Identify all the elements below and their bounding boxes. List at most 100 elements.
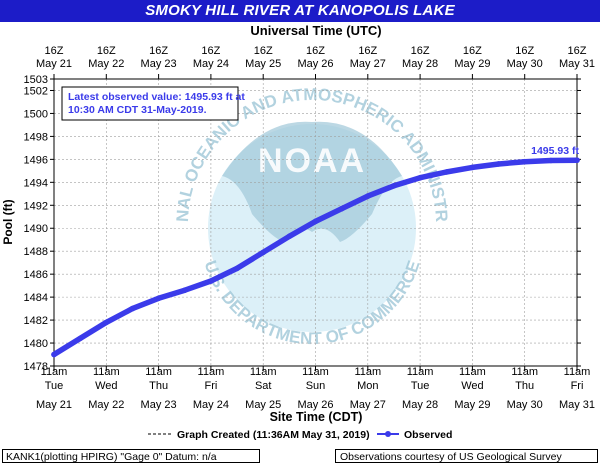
x-tick-label-date: May 22 [88,399,124,411]
y-tick-label: 1488 [24,246,48,258]
annotation-box [61,86,239,121]
observed-data-point [495,161,502,167]
x-tick-label-day: Thu [149,380,168,392]
x-tick-label-date: May 23 [141,399,177,411]
observed-data-point [103,319,110,326]
observed-data-point [365,193,371,199]
x-tick-label-day: Sun [306,380,326,392]
x-top-tick-label-time: 16Z [306,45,325,57]
x-axis-label: Site Time (CDT) [270,410,363,424]
legend: Graph Created (11:36AM May 31, 2019) Obse… [148,429,452,441]
x-top-tick-label-date: May 21 [36,58,72,70]
observed-data-point [417,174,423,181]
x-top-tick-label-date: May 28 [402,58,438,70]
y-tick-label: 1490 [24,223,48,235]
x-tick-label-day: Fri [571,380,584,392]
observed-data-point [51,351,57,358]
x-tick-label-time: 11am [93,366,120,378]
x-top-tick-label-date: May 31 [559,58,595,70]
y-tick-label: 1482 [24,315,48,327]
observed-data-point [574,157,580,163]
x-tick-label-day: Mon [357,380,378,392]
x-top-tick-label-date: May 23 [141,58,177,70]
y-tick-label: 1496 [24,154,48,166]
x-top-tick-label-time: 16Z [411,45,430,57]
x-top-tick-label-time: 16Z [463,45,482,57]
legend-observed-label: Observed [404,429,452,441]
annotation-line-2: 10:30 AM CDT 31-May-2019. [68,104,207,116]
observed-data-point [155,295,162,302]
legend-graph-created-label: Graph Created (11:36AM May 31, 2019) [177,429,370,441]
x-top-tick-label-time: 16Z [97,45,116,57]
latest-value-annotation: Latest observed value: 1495.93 ft at10:3… [61,86,245,121]
x-tick-label-date: May 27 [350,399,386,411]
annotation-line-1: Latest observed value: 1495.93 ft at [68,91,245,103]
x-tick-label-date: May 29 [454,399,490,411]
footer-observations-credit: Observations courtesy of US Geological S… [335,449,598,463]
observed-data-point [469,164,476,171]
y-axis-label: Pool (ft) [1,199,15,244]
x-tick-label-day: Tue [45,380,64,392]
x-tick-label-day: Wed [95,380,117,392]
series-layer: 1495.93 ft [51,145,580,358]
y-tick-label: 1486 [24,269,48,281]
y-tick-label: 1503 [24,74,48,86]
observed-data-point [234,265,240,272]
x-top-tick-label-time: 16Z [45,45,64,57]
x-tick-label-time: 11am [407,366,434,378]
x-top-tick-label-time: 16Z [515,45,534,57]
x-tick-label-day: Sat [255,380,272,392]
x-top-tick-label-date: May 30 [507,58,543,70]
x-tick-label-day: Thu [515,380,534,392]
observed-data-point [286,233,293,240]
x-top-tick-label-date: May 27 [350,58,386,70]
observed-data-point [521,158,528,165]
observed-data-point [391,182,397,189]
x-tick-label-time: 11am [302,366,329,378]
x-tick-label-date: May 31 [559,399,595,411]
x-tick-label-time: 11am [564,366,591,378]
observed-data-point [443,169,450,175]
x-tick-label-date: May 30 [507,399,543,411]
x-top-tick-label-time: 16Z [149,45,168,57]
x-tick-label-date: May 24 [193,399,229,411]
y-tick-label: 1500 [24,108,48,120]
observed-data-point [312,218,319,225]
x-tick-label-time: 11am [250,366,277,378]
x-top-tick-label-date: May 26 [297,58,333,70]
x-tick-label-time: 11am [459,366,486,378]
last-value-label: 1495.93 ft [531,145,579,157]
x-top-tick-label-date: May 29 [454,58,490,70]
observed-data-point [338,205,345,212]
x-tick-label-time: 11am [511,366,538,378]
x2-axis-label: Universal Time (UTC) [250,23,381,38]
observed-data-point [129,305,136,312]
x-tick-label-time: 11am [354,366,381,378]
x-tick-label-date: May 25 [245,399,281,411]
x-top-tick-label-time: 16Z [201,45,220,57]
x-tick-label-time: 11am [198,366,225,378]
y-tick-label: 1502 [24,85,48,97]
axes: 1478 1480 1482 1484 1486 1488 1490 1492 1494 1496… [24,45,596,411]
observed-data-point [260,249,267,256]
chart-title: SMOKY HILL RIVER AT KANOPOLIS LAKE [0,0,600,22]
x-tick-label-date: May 21 [36,399,72,411]
observed-data-point [77,335,83,342]
footer-gage-info: KANK1(plotting HPIRG) "Gage 0" Datum: n/… [2,449,260,463]
x-tick-label-day: Tue [411,380,430,392]
x-top-tick-label-time: 16Z [358,45,377,57]
x-tick-label-day: Wed [461,380,483,392]
legend-observed-swatch-marker [385,431,391,437]
x-tick-label-date: May 28 [402,399,438,411]
observed-data-point [548,157,554,164]
y-tick-label: 1484 [24,292,48,304]
x-tick-label-day: Fri [204,380,217,392]
noaa-watermark: NOAANATIONAL OCEANIC AND ATMOSPHERIC ADM… [0,0,451,348]
y-tick-label: 1480 [24,338,48,350]
x-tick-label-date: May 26 [297,399,333,411]
x-top-tick-label-time: 16Z [568,45,587,57]
x-top-tick-label-date: May 24 [193,58,229,70]
x-top-tick-label-time: 16Z [254,45,273,57]
x-tick-label-time: 11am [145,366,172,378]
